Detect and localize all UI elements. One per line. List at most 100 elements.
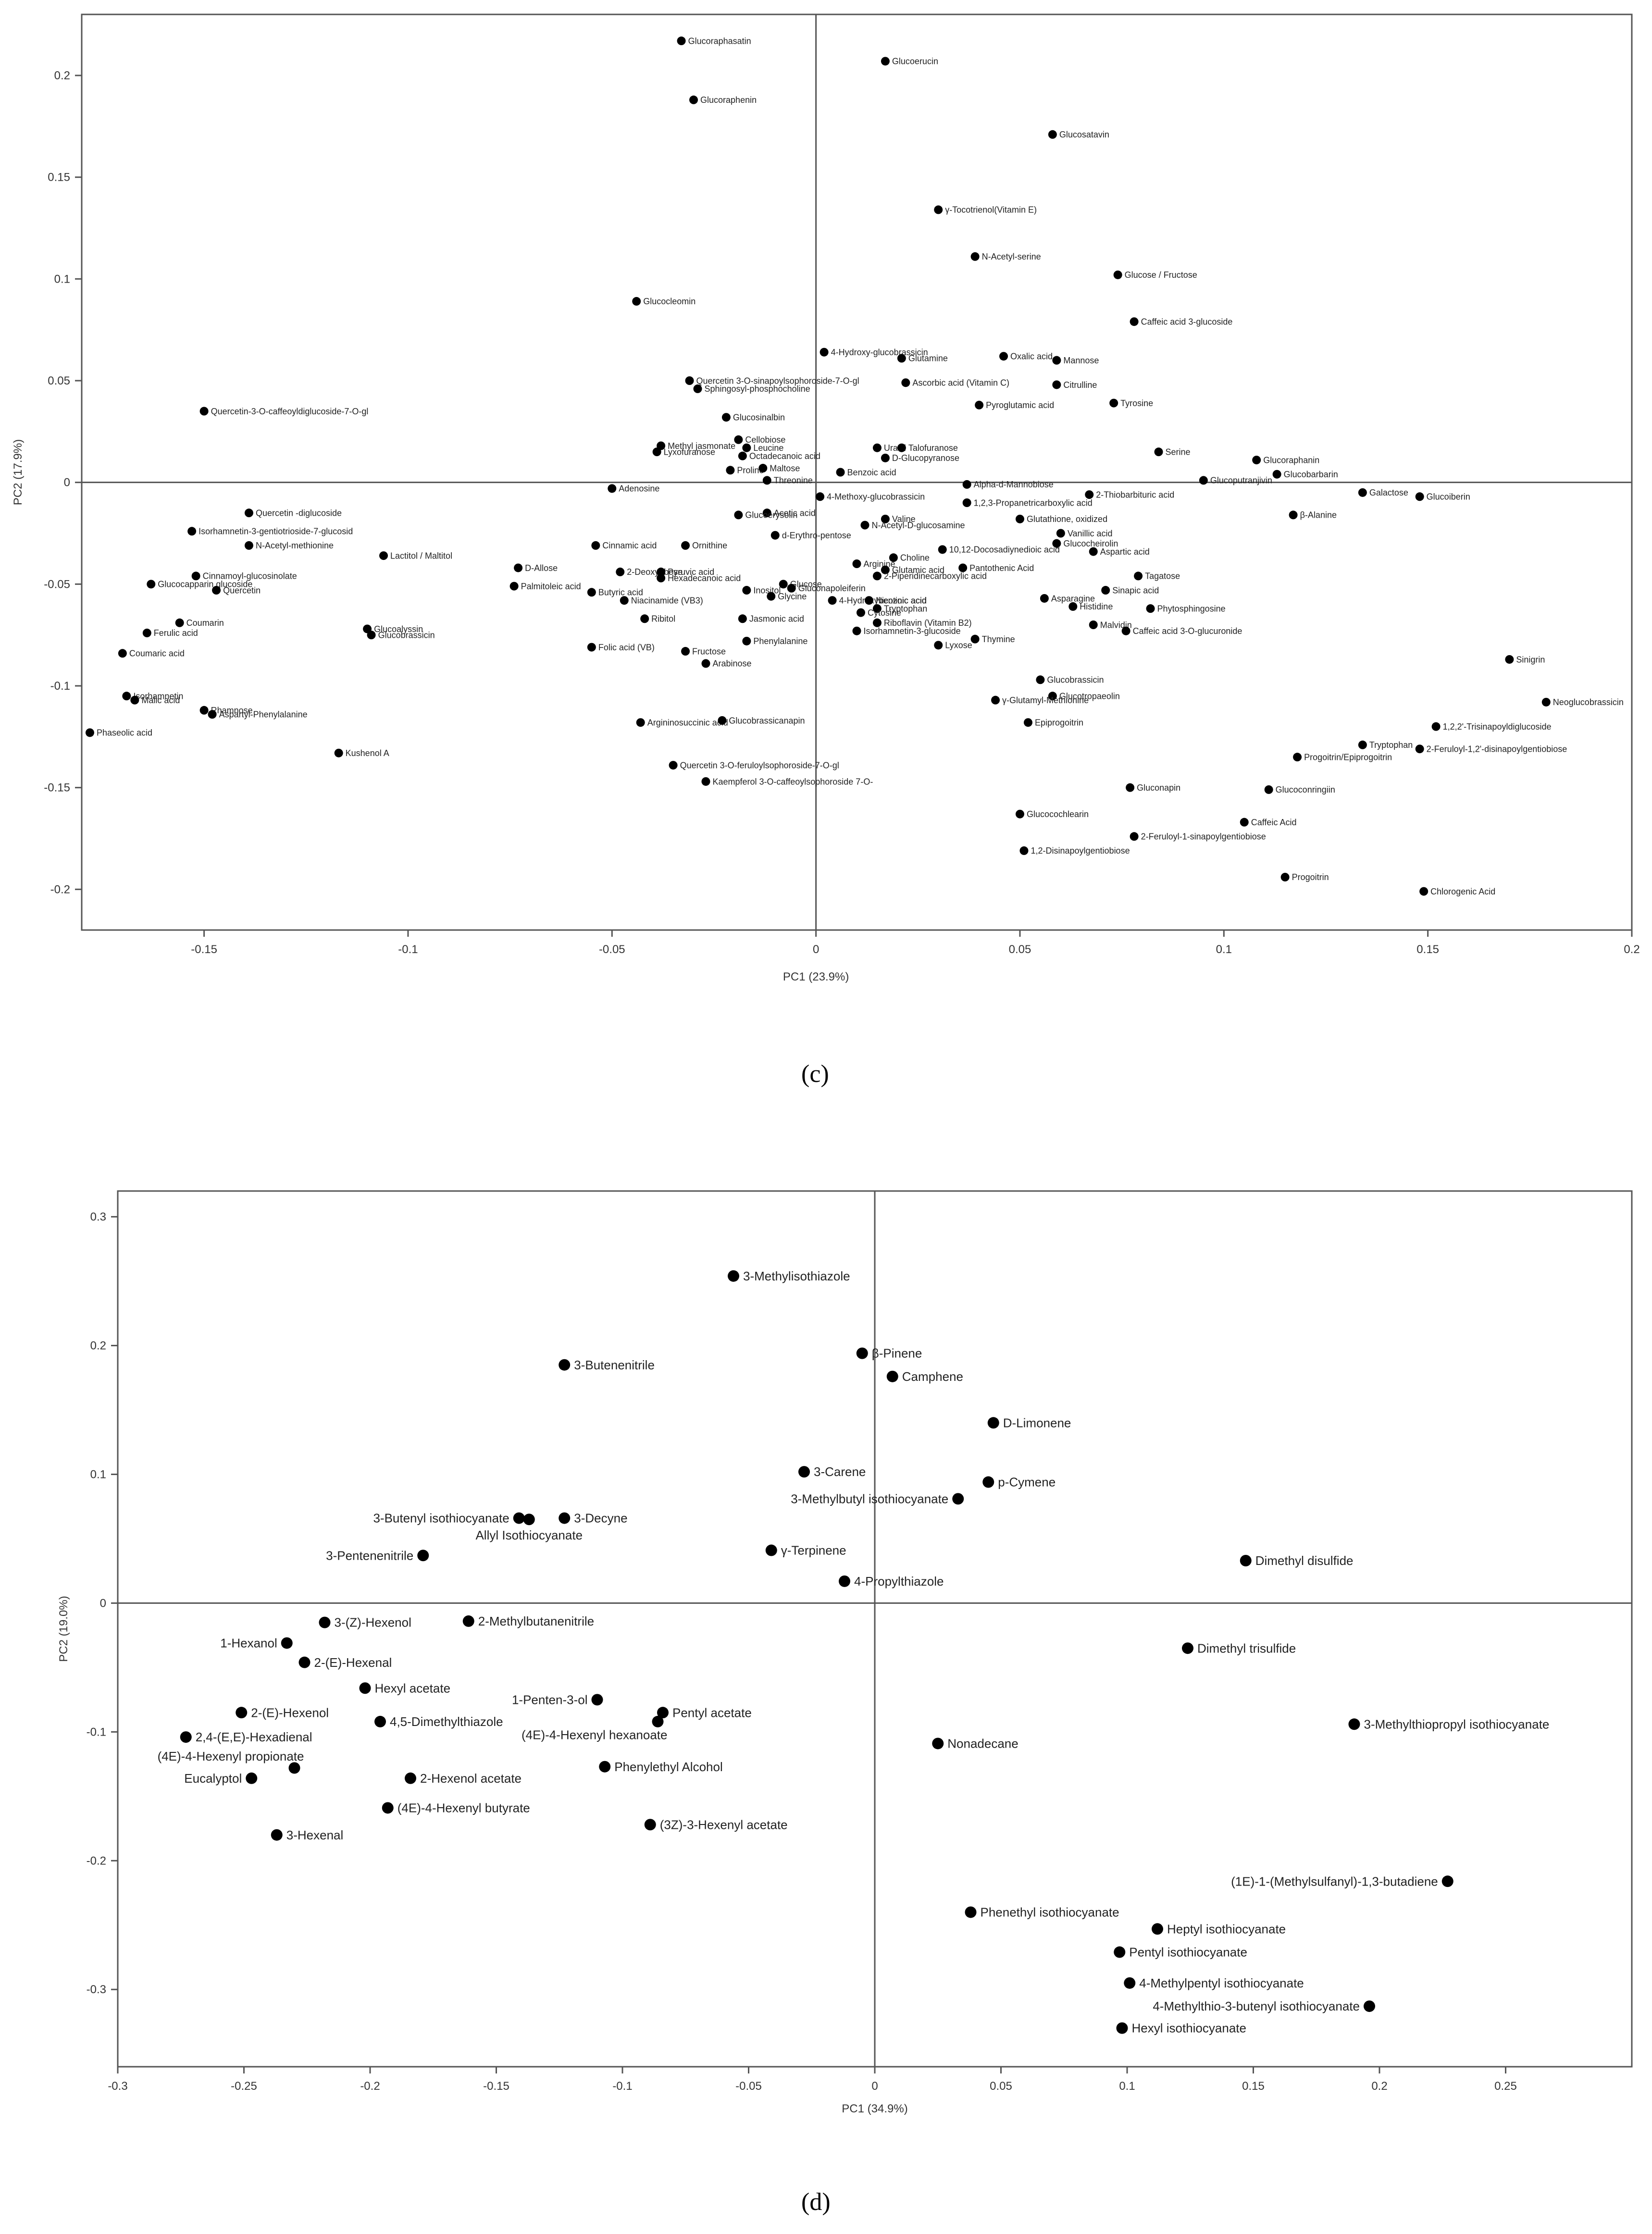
x-tick-label: 0 xyxy=(871,2080,878,2093)
data-point xyxy=(897,443,906,452)
data-point xyxy=(657,573,666,583)
data-point-label: Sinigrin xyxy=(1516,655,1545,664)
data-point-label: Isorhamnetin-3-gentiotrioside-7-glucosid xyxy=(199,527,353,536)
data-point-label: Cytosine xyxy=(868,608,901,618)
data-point xyxy=(828,596,837,605)
data-point xyxy=(587,588,596,597)
data-point-label: Malic acid xyxy=(141,695,180,705)
data-point-label: 1,2-Disinapoylgentiobiose xyxy=(1031,846,1130,856)
x-axis-label: PC1 (23.9%) xyxy=(783,970,849,983)
data-point-label: 3-Butenenitrile xyxy=(574,1358,655,1372)
data-point xyxy=(864,596,873,605)
data-point xyxy=(742,443,751,452)
x-tick-label: 0.05 xyxy=(1009,943,1031,956)
data-point xyxy=(1272,470,1281,479)
data-point-label: 10,12-Docosadiynedioic acid xyxy=(949,545,1060,555)
data-point-label: 4-Propylthiazole xyxy=(854,1574,944,1589)
data-point-label: Hexadecanoic acid xyxy=(668,573,741,583)
data-point-label: Glucobrassicanapin xyxy=(729,716,805,725)
data-point xyxy=(742,636,751,645)
data-point xyxy=(359,1682,371,1694)
data-point xyxy=(765,1544,777,1556)
data-point xyxy=(1126,783,1135,792)
data-point xyxy=(1152,1923,1163,1935)
data-point-label: 2-(E)-Hexenal xyxy=(314,1655,392,1670)
data-point xyxy=(718,716,727,725)
data-point xyxy=(1505,655,1514,664)
data-point-label: Thymine xyxy=(982,634,1015,644)
data-point-label: Glucosatavin xyxy=(1059,130,1109,139)
data-point xyxy=(180,1731,192,1743)
y-tick-label: 0.3 xyxy=(90,1211,106,1224)
data-point-label: Heptyl isothiocyanate xyxy=(1167,1922,1286,1936)
data-point xyxy=(1358,740,1367,749)
x-tick-label: 0.2 xyxy=(1371,2080,1387,2093)
data-point-label: 2-Deoxyribose xyxy=(627,567,683,577)
data-point xyxy=(987,1417,999,1429)
data-point xyxy=(1240,1554,1252,1566)
scatter-panel-c: -0.15 -0.1 -0.05 0 0.05 0.1 0.15 0.2 0.2 0.15 0.1 0… xyxy=(12,13,1640,983)
x-tick-label: -0.25 xyxy=(231,2080,257,2093)
data-point xyxy=(142,628,151,637)
data-point xyxy=(379,551,388,560)
data-point xyxy=(1358,488,1367,497)
data-point-label: Glucocheirolin xyxy=(1063,539,1118,548)
data-point-label: (4E)-4-Hexenyl propionate xyxy=(158,1749,304,1763)
data-point xyxy=(1441,1875,1453,1887)
data-point-label: β-Pinene xyxy=(872,1346,922,1361)
data-point-label: 3-Butenyl isothiocyanate xyxy=(373,1511,509,1526)
data-point xyxy=(657,567,666,576)
data-point xyxy=(901,378,910,387)
data-point xyxy=(889,553,898,562)
data-point xyxy=(938,545,947,554)
data-point-label: Benzoic acid xyxy=(847,468,896,477)
y-tick-label: 0.2 xyxy=(54,69,70,82)
data-point-label: (4E)-4-Hexenyl butyrate xyxy=(397,1801,530,1815)
data-point xyxy=(1130,317,1139,326)
data-point-label: Glutamic acid xyxy=(892,565,944,575)
data-point-label: Ascorbic acid (Vitamin C) xyxy=(912,378,1009,388)
data-point xyxy=(1264,785,1273,794)
data-point xyxy=(652,447,661,457)
y-tick-label: -0.3 xyxy=(87,1983,106,1996)
data-point xyxy=(856,608,865,617)
data-point xyxy=(559,1512,571,1524)
data-point xyxy=(1056,529,1065,538)
data-point xyxy=(374,1715,386,1727)
data-point xyxy=(1146,604,1155,613)
data-point xyxy=(271,1829,283,1841)
data-point-label: 4,5-Dimethylthiazole xyxy=(390,1714,503,1729)
data-point xyxy=(962,498,971,507)
data-point xyxy=(693,384,702,393)
data-point xyxy=(1048,130,1057,139)
data-point-label: p-Cymene xyxy=(998,1475,1056,1489)
data-point xyxy=(559,1359,571,1371)
data-point xyxy=(1023,718,1032,727)
data-point xyxy=(934,641,943,650)
y-tick-label: 0 xyxy=(100,1597,106,1610)
data-point xyxy=(122,692,131,701)
data-point xyxy=(118,649,127,658)
data-point xyxy=(958,563,968,572)
data-point xyxy=(856,1347,868,1359)
data-point xyxy=(1113,270,1122,279)
data-point xyxy=(1415,492,1424,501)
data-point xyxy=(1114,1946,1126,1958)
data-point xyxy=(513,1512,525,1524)
data-point-label: 3-Methylthiopropyl isothiocyanate xyxy=(1364,1717,1550,1731)
data-point-label: D-Glucopyranose xyxy=(892,453,959,463)
data-point-label: (4E)-4-Hexenyl hexanoate xyxy=(522,1727,668,1742)
data-point-label: Niacinamide (VB3) xyxy=(631,596,703,606)
data-point xyxy=(1252,456,1261,465)
data-point-label: Glucosinalbin xyxy=(733,413,785,422)
data-point xyxy=(657,1707,669,1719)
data-point-label: 1-Hexanol xyxy=(220,1636,277,1651)
data-point-label: Talofuranose xyxy=(908,443,958,453)
data-point xyxy=(244,509,253,518)
y-tick-label: -0.15 xyxy=(44,782,70,794)
data-point xyxy=(852,626,861,635)
data-point-label: Serine xyxy=(1166,447,1191,457)
data-point xyxy=(734,510,743,520)
data-point xyxy=(187,527,197,536)
data-point-label: Ornithine xyxy=(692,541,727,550)
